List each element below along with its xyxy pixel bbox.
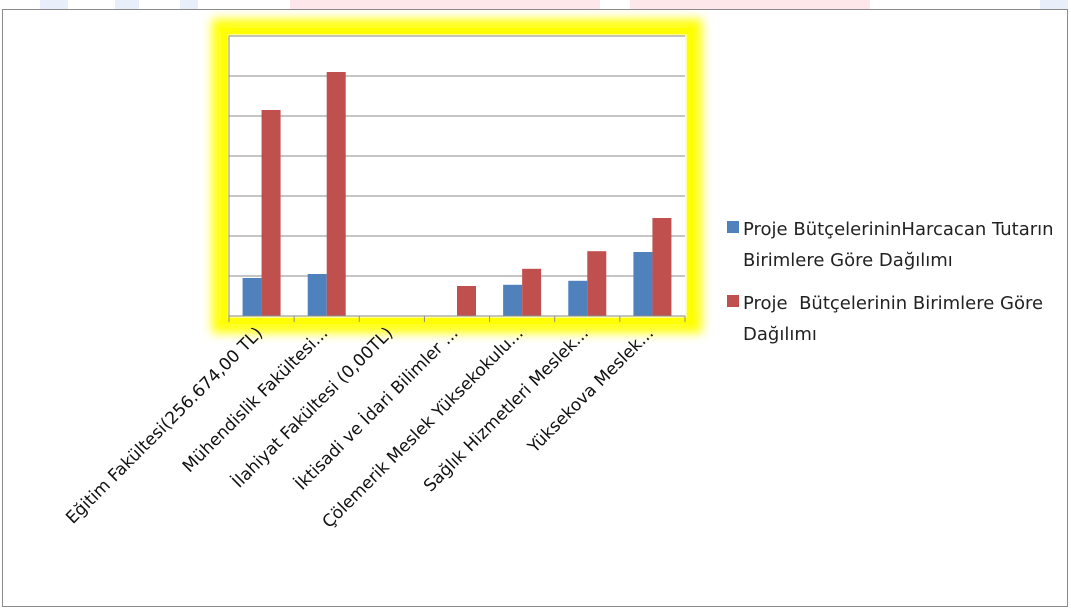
plot-glow-border — [221, 28, 693, 324]
legend-swatch-series-1 — [727, 221, 739, 233]
gridlines — [229, 35, 685, 277]
plot-area-highlight — [212, 19, 702, 333]
chart-frame: Eğitim Fakültesi(256.674,00 TL) Mühendisl… — [2, 9, 1068, 607]
bar-series-2-1 — [326, 72, 346, 316]
bar-chart: Eğitim Fakültesi(256.674,00 TL)Mühendisl… — [62, 19, 702, 533]
bar-series-1-4 — [503, 284, 523, 316]
bar-series-1-6 — [633, 252, 653, 316]
legend-label-series-1: Proje BütçelerininHarcacan Tutarın Birim… — [743, 219, 1060, 271]
legend-item-series-2: Proje Bütçelerinin Birimlere Göre Dağılı… — [727, 288, 1057, 350]
plot-background — [229, 36, 685, 316]
bar-series-1-5 — [568, 280, 588, 316]
legend-label-series-2: Proje Bütçelerinin Birimlere Göre Dağılı… — [743, 293, 1049, 345]
bar-series-2-6 — [652, 218, 672, 316]
plot-glow-blur — [212, 19, 702, 333]
x-axis-labels: Eğitim Fakültesi(256.674,00 TL)Mühendisl… — [62, 323, 658, 533]
bar-series-1-1 — [307, 274, 327, 316]
bar-series-2-5 — [587, 251, 607, 316]
legend-swatch-series-2 — [727, 295, 739, 307]
bar-series-2-3 — [457, 286, 476, 316]
bars — [242, 72, 672, 316]
legend-item-series-1: Proje BütçelerininHarcacan Tutarın Birim… — [727, 214, 1057, 276]
bar-series-2-4 — [522, 268, 542, 316]
axes — [228, 36, 686, 322]
legend: Proje BütçelerininHarcacan Tutarın Birim… — [727, 214, 1057, 362]
bar-series-1-0 — [242, 278, 262, 316]
bar-series-2-0 — [261, 110, 281, 316]
x-tick-label: Yüksekova Meslek... — [524, 323, 658, 457]
top-decoration-strip — [0, 0, 1071, 10]
